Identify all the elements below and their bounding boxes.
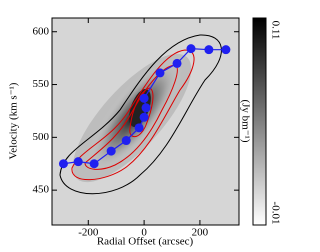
series-point [141,103,151,113]
series-point [139,93,149,103]
series-point [139,112,149,122]
plot-frame [51,17,240,226]
series-point [172,58,182,68]
colorbar-label: (Jy bm⁻¹) [239,99,251,142]
y-axis-label: Velocity (km s⁻¹) [8,82,20,159]
y-tick-label: 450 [33,184,50,196]
chart: Radial Offset (arcsec) Velocity (km s⁻¹)… [8,17,281,248]
x-axis-label: Radial Offset (arcsec) [97,236,194,248]
series-point [134,123,144,133]
y-tick-label: 600 [33,25,50,37]
series-point [204,45,214,55]
y-tick-label: 500 [33,131,50,143]
colorbar-tick-label: -0.01 [269,202,281,225]
series-point [121,136,131,146]
series-point [186,44,196,54]
series-point [221,45,231,55]
series-point [155,68,165,78]
colorbar-tick-label: 0.11 [269,21,281,40]
y-tick-label: 550 [33,78,50,90]
series-point [89,159,99,169]
series-point [58,159,68,169]
series-point [73,157,83,167]
colorbar [252,17,267,226]
x-tick-label: 200 [192,227,209,239]
series-point [106,146,116,156]
x-tick-label: -200 [78,227,99,239]
x-tick-label: 0 [141,227,147,239]
